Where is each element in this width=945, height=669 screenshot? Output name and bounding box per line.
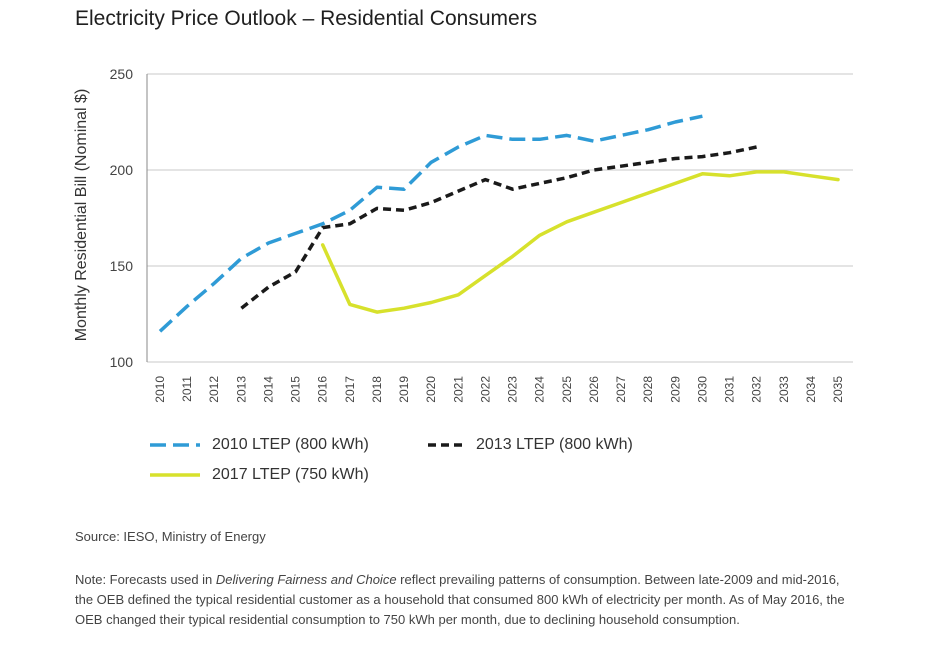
- legend-item-2013: 2013 LTEP (800 kWh): [428, 436, 633, 454]
- note-emphasis: Delivering Fairness and Choice: [215, 572, 397, 587]
- legend-item-2017: 2017 LTEP (750 kWh): [150, 466, 369, 484]
- x-tick-label-2010: 2010: [153, 376, 167, 403]
- chart-title: Electricity Price Outlook – Residential …: [75, 7, 538, 30]
- x-tick-label-2020: 2020: [424, 376, 438, 403]
- y-axis-title: Monthly Residential Bill (Nominal $): [73, 89, 90, 342]
- x-tick-label-2013: 2013: [234, 376, 248, 403]
- x-tick-label-2023: 2023: [506, 376, 520, 403]
- legend-label-2010: 2010 LTEP (800 kWh): [212, 436, 369, 453]
- x-tick-label-2026: 2026: [587, 376, 601, 403]
- x-tick-label-2022: 2022: [478, 376, 492, 403]
- x-tick-label-2029: 2029: [668, 376, 682, 403]
- legend-label-2017: 2017 LTEP (750 kWh): [212, 466, 369, 483]
- x-tick-label-2018: 2018: [370, 376, 384, 403]
- x-tick-label-2021: 2021: [451, 376, 465, 403]
- line-chart: 100 150 200 250 2010 2011 2012 2013 2014 2015 2016…: [73, 66, 853, 403]
- series-line-1: [240, 145, 757, 310]
- y-tick-label-100: 100: [110, 354, 134, 370]
- series-line-2: [320, 170, 840, 314]
- note-suffix: reflect prevailing patterns of consumpti…: [75, 572, 845, 627]
- x-tick-label-2012: 2012: [207, 376, 221, 403]
- x-tick-label-2028: 2028: [641, 376, 655, 403]
- y-tick-label-150: 150: [110, 258, 134, 274]
- legend-label-2013: 2013 LTEP (800 kWh): [476, 436, 633, 453]
- x-tick-label-2034: 2034: [804, 376, 818, 403]
- series-line-0: [158, 114, 703, 333]
- legend-swatch-2017: [150, 473, 200, 477]
- x-tick-label-2027: 2027: [614, 376, 628, 403]
- x-tick-label-2017: 2017: [343, 376, 357, 403]
- x-tick-label-2019: 2019: [397, 376, 411, 403]
- x-tick-label-2024: 2024: [533, 376, 547, 403]
- x-tick-label-2014: 2014: [261, 376, 275, 403]
- x-tick-label-2025: 2025: [560, 376, 574, 403]
- legend-swatch-2010: [150, 443, 200, 447]
- legend-swatch-2013: [428, 443, 464, 447]
- note-text: Note: Forecasts used in Delivering Fairn…: [75, 570, 845, 630]
- x-tick-label-2011: 2011: [180, 376, 194, 402]
- x-tick-label-2032: 2032: [750, 376, 764, 403]
- x-tick-label-2035: 2035: [831, 376, 845, 403]
- x-tick-label-2030: 2030: [695, 376, 709, 403]
- chart-legend: 2010 LTEP (800 kWh) 2013 LTEP (800 kWh) …: [150, 436, 750, 496]
- x-tick-label-2016: 2016: [316, 376, 330, 403]
- source-text: Source: IESO, Ministry of Energy: [75, 529, 266, 544]
- legend-item-2010: 2010 LTEP (800 kWh): [150, 436, 369, 454]
- note-prefix: Note: Forecasts used in: [75, 572, 216, 587]
- y-tick-label-200: 200: [110, 162, 134, 178]
- x-tick-label-2015: 2015: [289, 376, 303, 403]
- x-tick-label-2031: 2031: [723, 376, 737, 403]
- x-tick-label-2033: 2033: [777, 376, 791, 403]
- y-tick-label-250: 250: [110, 66, 134, 82]
